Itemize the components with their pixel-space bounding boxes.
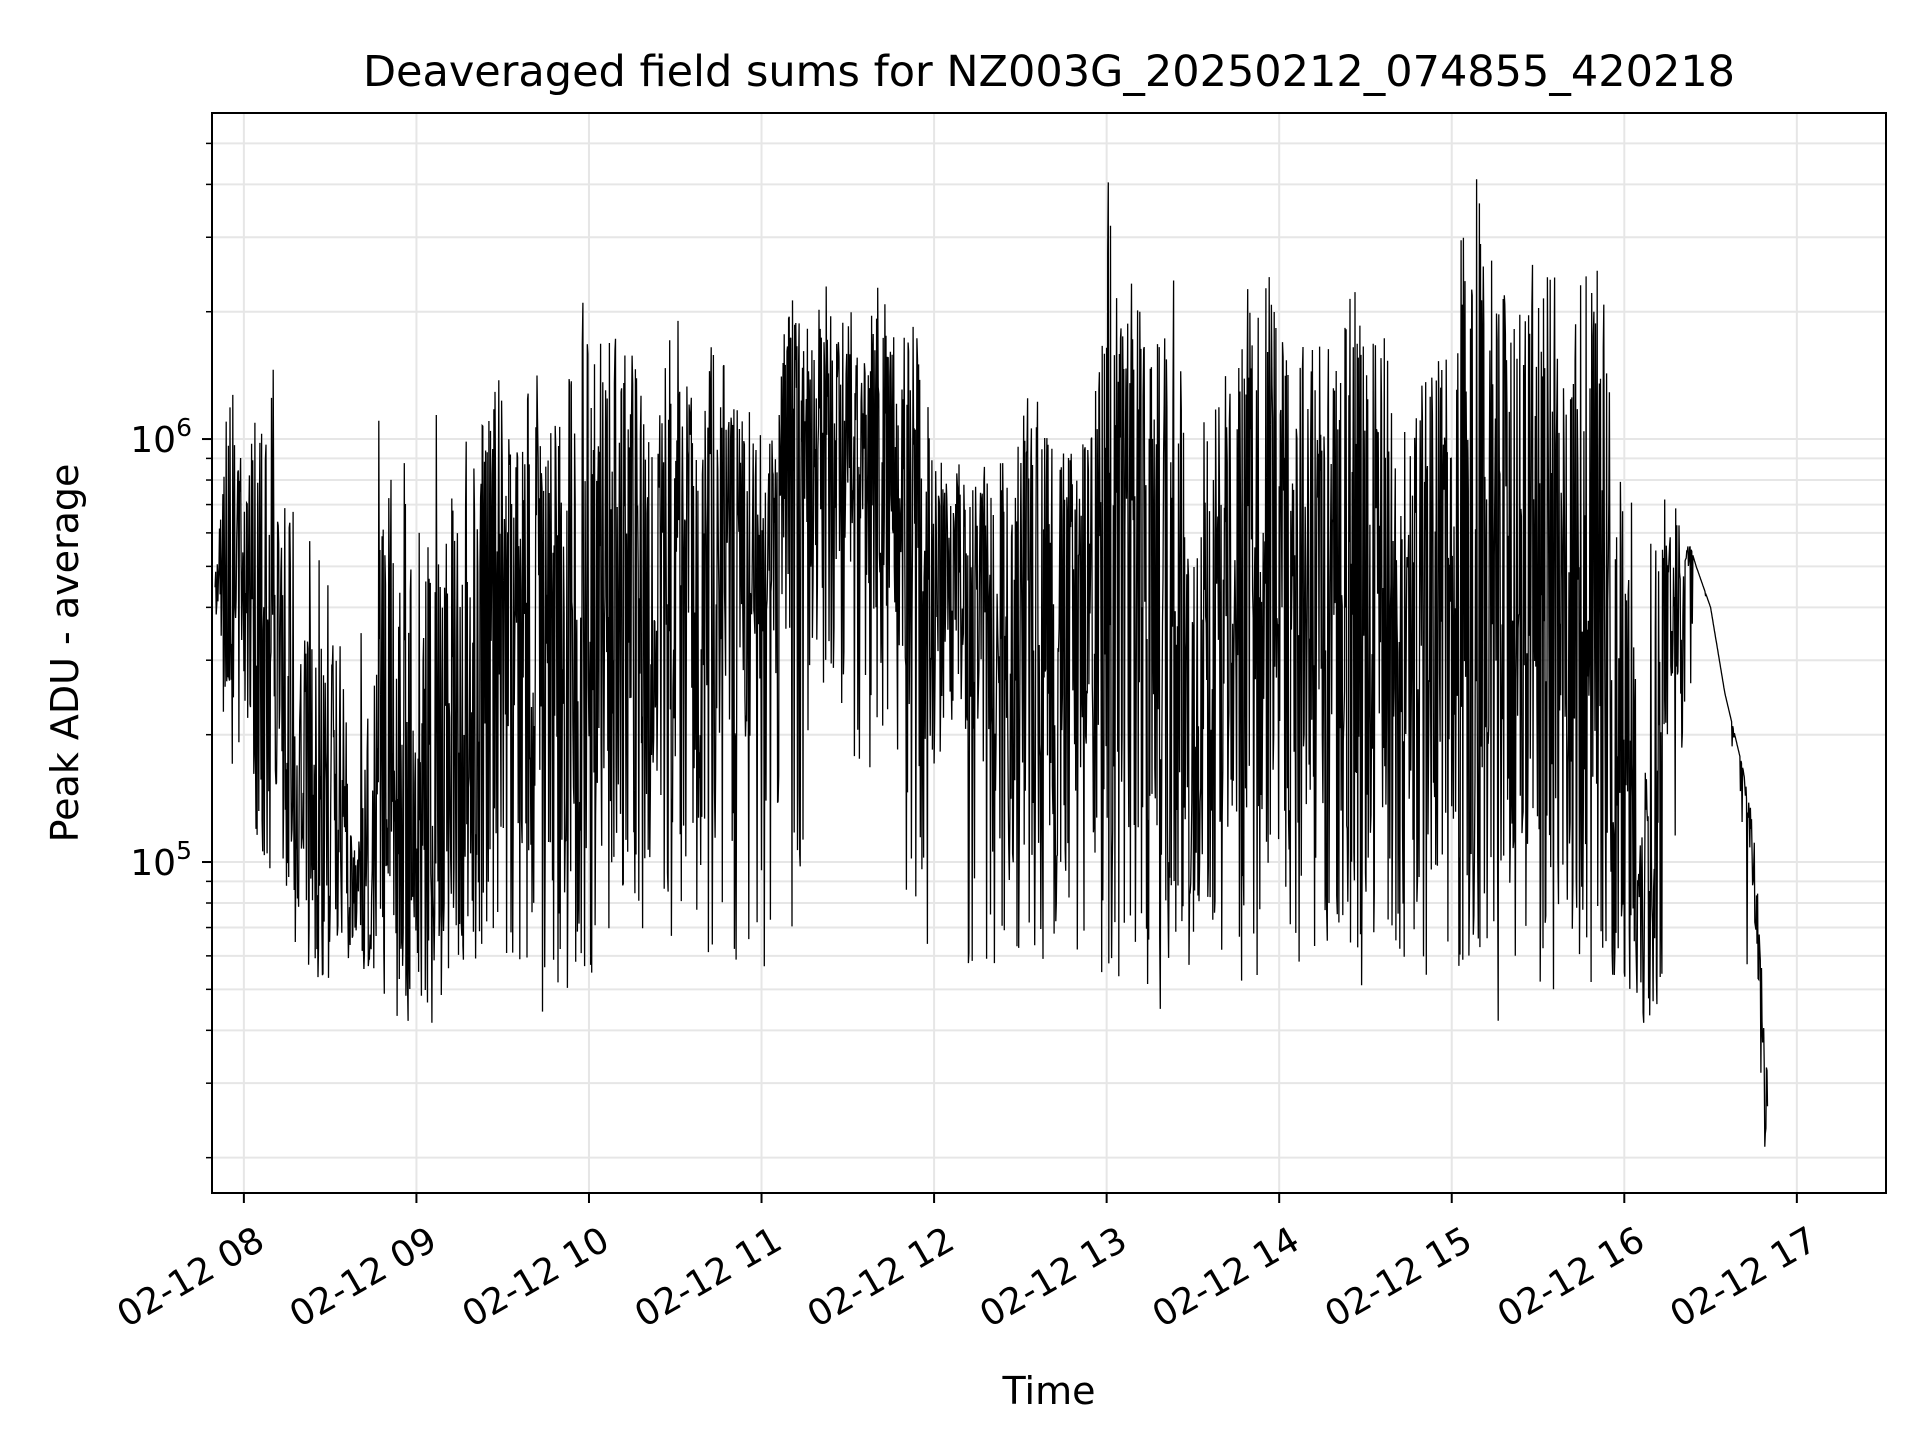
y-tick-base: 10 [130,843,176,884]
y-tick-base: 10 [130,420,176,461]
y-tick-exponent: 5 [176,836,192,865]
data-series [214,179,1769,1147]
chart-title: Deaveraged field sums for NZ003G_2025021… [363,47,1735,97]
y-tick-exponent: 6 [176,413,192,442]
y-tick-label: 105 [130,836,192,884]
y-axis-label: Peak ADU - average [43,464,87,843]
x-axis-label: Time [1002,1369,1096,1413]
series-line [214,179,1769,1147]
y-tick-label: 106 [130,413,192,461]
plot-area-frame [211,112,1887,1194]
